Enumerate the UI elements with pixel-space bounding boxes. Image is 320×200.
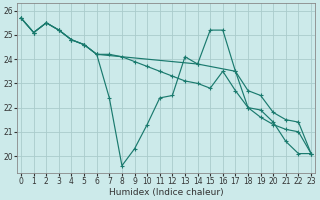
X-axis label: Humidex (Indice chaleur): Humidex (Indice chaleur) [109, 188, 223, 197]
